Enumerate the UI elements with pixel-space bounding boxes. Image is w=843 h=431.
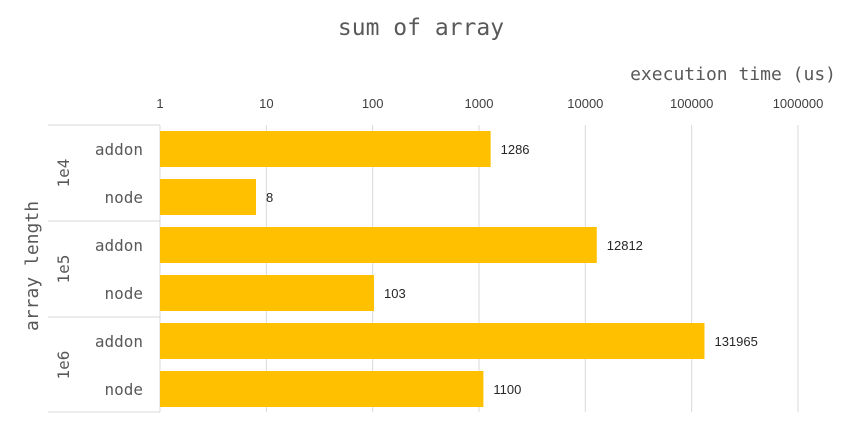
bars bbox=[160, 131, 705, 407]
group-labels: 1e4 1e5 1e6 bbox=[54, 159, 73, 380]
x-tick-label: 100 bbox=[362, 96, 384, 111]
group-label: 1e4 bbox=[54, 159, 73, 188]
category-label: node bbox=[104, 188, 143, 207]
category-label: addon bbox=[95, 332, 143, 351]
bar-1e5-addon bbox=[160, 227, 597, 263]
x-tick-label: 100000 bbox=[670, 96, 713, 111]
value-label: 12812 bbox=[607, 238, 643, 253]
category-label: addon bbox=[95, 140, 143, 159]
chart-title: sum of array bbox=[338, 15, 504, 41]
x-tick-label: 10000 bbox=[567, 96, 603, 111]
x-tick-label: 10 bbox=[259, 96, 273, 111]
category-label: node bbox=[104, 380, 143, 399]
bar-1e4-node bbox=[160, 179, 257, 215]
bar-1e5-node bbox=[160, 275, 375, 311]
x-axis-title: execution time (us) bbox=[630, 64, 836, 85]
value-label: 103 bbox=[384, 286, 406, 301]
x-tick-labels: 1 10 100 1000 10000 100000 1000000 bbox=[156, 96, 823, 111]
bar-1e6-node bbox=[160, 371, 484, 407]
x-tick-label: 1000 bbox=[465, 96, 494, 111]
group-label: 1e6 bbox=[54, 351, 73, 380]
group-label: 1e5 bbox=[54, 255, 73, 284]
category-label: node bbox=[104, 284, 143, 303]
grid bbox=[265, 125, 799, 412]
value-label: 1286 bbox=[501, 142, 530, 157]
x-tick-label: 1000000 bbox=[773, 96, 824, 111]
bar-1e6-addon bbox=[160, 323, 705, 359]
y-axis-title: array length bbox=[22, 201, 43, 331]
bar-1e4-addon bbox=[160, 131, 491, 167]
value-label: 131965 bbox=[714, 334, 757, 349]
x-tick-label: 1 bbox=[156, 96, 163, 111]
category-axis-frame bbox=[48, 124, 161, 413]
category-labels: addon node addon node addon node bbox=[95, 140, 143, 399]
category-label: addon bbox=[95, 236, 143, 255]
value-labels: 1286 8 12812 103 131965 1100 bbox=[266, 142, 758, 397]
value-label: 1100 bbox=[493, 382, 521, 397]
value-label: 8 bbox=[266, 190, 273, 205]
